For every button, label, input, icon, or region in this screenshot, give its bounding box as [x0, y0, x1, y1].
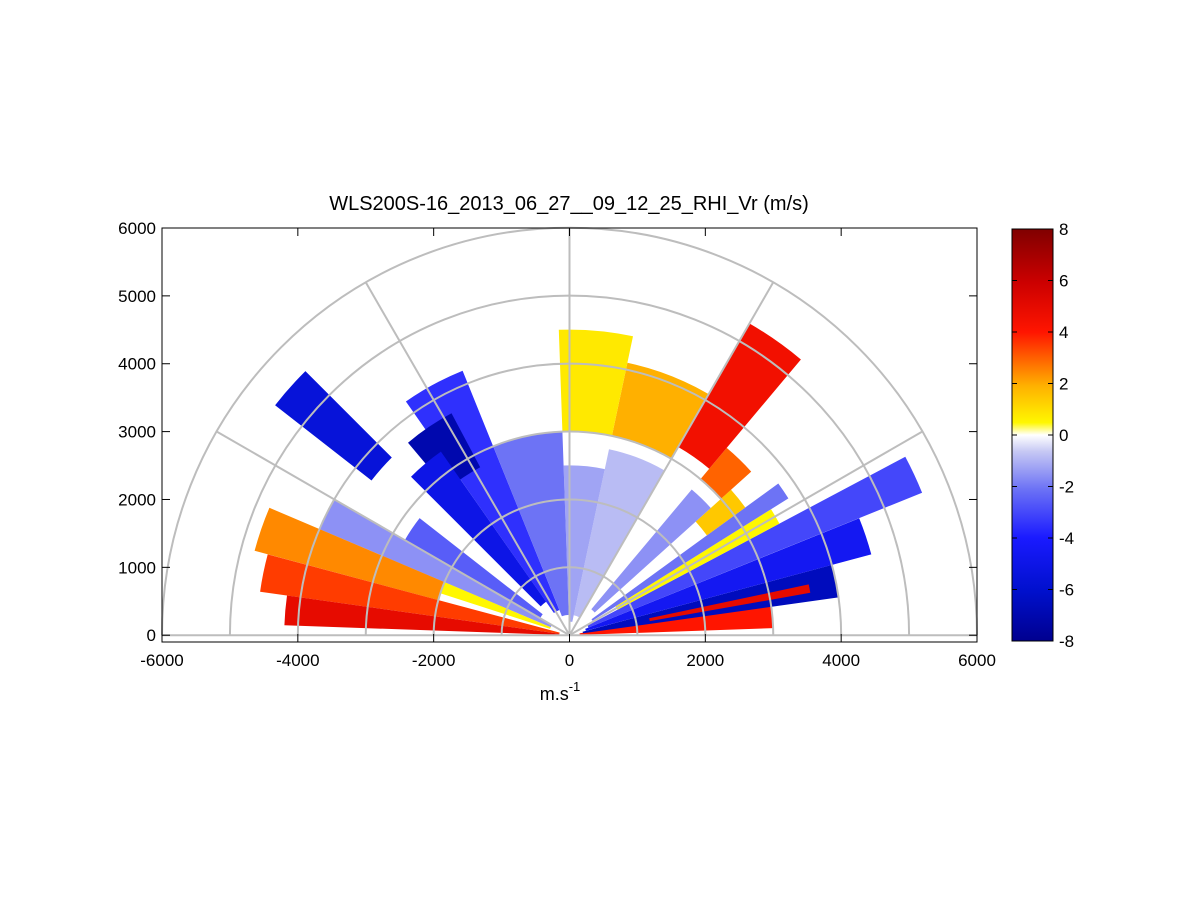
velocity-sector	[260, 554, 560, 634]
velocity-sector	[563, 465, 605, 622]
velocity-sector	[408, 413, 481, 490]
x-tick-label: -4000	[276, 651, 319, 670]
y-tick-label: 4000	[118, 355, 156, 374]
velocity-field	[254, 323, 923, 635]
velocity-sector	[649, 584, 811, 622]
colorbar-tick-label: 2	[1059, 375, 1068, 394]
velocity-sector	[695, 489, 746, 536]
radial-line	[568, 281, 775, 636]
velocity-sector	[440, 582, 551, 629]
velocity-sector	[573, 449, 665, 618]
velocity-sector	[700, 447, 752, 499]
velocity-sector	[591, 483, 789, 621]
velocity-sector	[275, 371, 392, 481]
x-tick-label: -2000	[412, 651, 455, 670]
colorbar: -8 -6 -4 -2 0 2 4 6 8	[1011, 220, 1074, 651]
x-tick-label: -6000	[140, 651, 183, 670]
colorbar-tick-label: -8	[1059, 632, 1074, 651]
radial-line	[568, 430, 923, 637]
velocity-sector	[591, 489, 711, 613]
velocity-sector	[582, 564, 839, 634]
colorbar-gradient	[1011, 228, 1054, 642]
y-tick-label: 3000	[118, 423, 156, 442]
colorbar-tick-label: -6	[1059, 581, 1074, 600]
velocity-sector	[558, 329, 633, 436]
x-tick-label: 6000	[958, 651, 996, 670]
colorbar-tick-label: 4	[1059, 323, 1068, 342]
y-tick-label: 6000	[118, 219, 156, 238]
y-tick-label: 5000	[118, 287, 156, 306]
colorbar-tick-label: 6	[1059, 272, 1068, 291]
axes: -6000 -4000 -2000 0 2000 4000 6000 0 1000 2000 300…	[118, 219, 996, 670]
x-axis-label: m.s-1	[540, 679, 581, 704]
chart-title: WLS200S-16_2013_06_27__09_12_25_RHI_Vr (…	[329, 193, 809, 215]
velocity-sector	[404, 518, 543, 619]
radial-line	[216, 430, 571, 637]
velocity-sector	[411, 451, 547, 607]
velocity-sector	[284, 595, 560, 635]
x-tick-label: 2000	[686, 651, 724, 670]
x-tick-label: 0	[565, 651, 574, 670]
velocity-sector	[254, 507, 445, 601]
y-tick-label: 2000	[118, 490, 156, 509]
colorbar-tick-label: 8	[1059, 220, 1068, 239]
colorbar-tick-label: -2	[1059, 478, 1074, 497]
x-tick-label: 4000	[822, 651, 860, 670]
colorbar-tick-label: -4	[1059, 529, 1074, 548]
radial-line	[364, 281, 571, 636]
velocity-sector	[587, 456, 923, 628]
colorbar-tick-label: 0	[1059, 426, 1068, 445]
velocity-sector	[319, 499, 552, 628]
y-tick-label: 0	[147, 626, 156, 645]
velocity-sector	[585, 518, 872, 631]
y-tick-label: 1000	[118, 558, 156, 577]
velocity-sector	[678, 323, 801, 469]
